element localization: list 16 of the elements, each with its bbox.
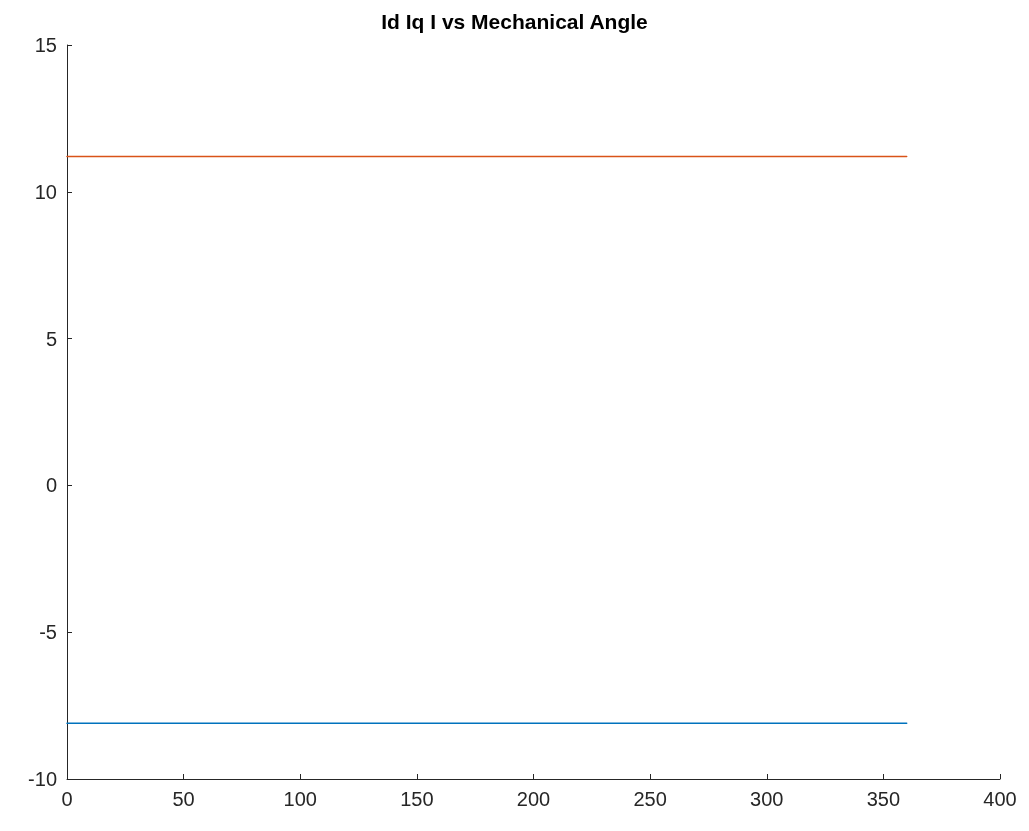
x-tick-label: 50 <box>172 788 195 810</box>
y-tick-label: -5 <box>39 621 57 644</box>
y-tick-label: 0 <box>45 474 57 497</box>
x-tick-label: 350 <box>866 788 901 810</box>
x-tick-label: 150 <box>400 788 434 810</box>
y-tick-label: 15 <box>34 34 57 56</box>
x-tick-label: 250 <box>633 788 667 810</box>
x-tick-label: 400 <box>983 788 1017 810</box>
x-tick-label: 0 <box>61 788 73 810</box>
y-tick-label: 10 <box>34 180 57 203</box>
y-tick-label: 5 <box>45 327 57 350</box>
y-tick-label: -10 <box>28 768 57 790</box>
chart-title: Id Iq I vs Mechanical Angle <box>381 10 648 33</box>
x-tick-label: 100 <box>283 788 317 810</box>
x-tick-label: 300 <box>750 788 784 810</box>
x-tick-label: 200 <box>516 788 551 810</box>
